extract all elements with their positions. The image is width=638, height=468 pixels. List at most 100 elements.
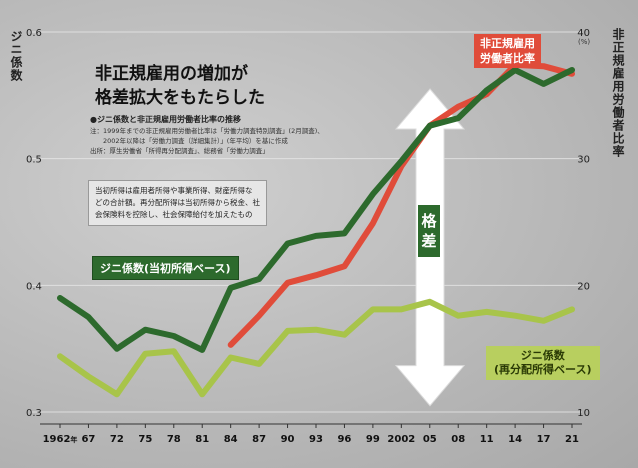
series-gini-initial-point-4 <box>171 333 177 339</box>
series-gini-initial-point-9 <box>313 233 319 239</box>
series-gini-redistributed-point-18 <box>569 306 575 312</box>
series-gini-initial-point-8 <box>285 241 291 247</box>
series-gini-initial-point-5 <box>199 347 205 353</box>
series-nonregular-point-10 <box>341 263 347 269</box>
desc-line-2: どの合計額。再分配所得は当初所得から税金、社 <box>95 198 260 207</box>
label-gini-redistributed-line-1: ジニ係数 <box>520 349 565 362</box>
series-gini-redistributed-point-2 <box>114 391 120 397</box>
x-tick-label-14: 08 <box>451 434 465 445</box>
series-gini-initial-point-0 <box>57 295 63 301</box>
x-tick-label-2: 72 <box>110 434 124 445</box>
x-tick-label-17: 17 <box>537 434 551 445</box>
series-gini-redistributed-point-11 <box>370 306 376 312</box>
x-tick-label-13: 05 <box>423 434 437 445</box>
x-tick-label-12: 2002 <box>387 434 415 445</box>
x-tick-label-3: 75 <box>138 434 152 445</box>
source-notes: 注：1999年までの非正規雇用労働者比率は「労働力調査特別調査」(2月調査)、 … <box>90 126 324 156</box>
series-gini-redistributed-point-10 <box>341 332 347 338</box>
x-tick-label-9: 93 <box>309 434 323 445</box>
note-line-2: 2002年以降は「労働力調査（詳細集計）」(年平均）を基に作成 <box>90 137 288 145</box>
series-gini-initial-point-18 <box>569 67 575 73</box>
x-tick-label-5: 81 <box>195 434 209 445</box>
desc-line-1: 当初所得は雇用者所得や事業所得、財産所得な <box>95 186 253 195</box>
x-tick-label-8: 90 <box>281 434 295 445</box>
series-nonregular-point-17 <box>541 63 547 69</box>
x-tick-label-6: 84 <box>224 434 238 445</box>
series-gini-initial-point-13 <box>427 123 433 129</box>
series-gini-initial-point-12 <box>398 158 404 164</box>
series-gini-initial-point-15 <box>484 87 490 93</box>
series-gini-redistributed-point-17 <box>541 318 547 324</box>
right-axis-unit: (%) <box>578 38 591 46</box>
series-nonregular-point-8 <box>285 280 291 286</box>
series-gini-redistributed-point-3 <box>142 351 148 357</box>
right-tick-label-1: 20 <box>577 281 590 292</box>
definition-box: 当初所得は雇用者所得や事業所得、財産所得な どの合計額。再分配所得は当初所得から… <box>88 180 267 226</box>
chart-subtitle: ●ジニ係数と非正規雇用労働者比率の推移 <box>90 115 241 124</box>
headline: 非正規雇用の増加が 格差拡大をもたらした <box>95 62 265 110</box>
right-tick-label-2: 30 <box>577 155 590 166</box>
note-line-3: 出所：厚生労働省「所得再分配調査」、総務省「労働力調査」 <box>90 147 269 155</box>
series-gini-redistributed-point-8 <box>285 328 291 334</box>
x-tick-label-11: 99 <box>366 434 380 445</box>
series-gini-initial-point-11 <box>370 191 376 197</box>
series-gini-redistributed-point-15 <box>484 309 490 315</box>
gap-label-char-2: 差 <box>421 232 437 250</box>
series-gini-initial-point-3 <box>142 327 148 333</box>
gap-label-char-1: 格 <box>421 212 437 230</box>
series-gini-redistributed-point-7 <box>256 361 262 367</box>
series-gini-redistributed-point-12 <box>398 306 404 312</box>
headline-line-1: 非正規雇用の増加が <box>95 64 248 84</box>
series-gini-initial-point-2 <box>114 346 120 352</box>
x-tick-label-10: 96 <box>337 434 351 445</box>
series-gini-initial-point-14 <box>455 115 461 121</box>
series-gini-initial-point-17 <box>541 81 547 87</box>
note-line-1: 注：1999年までの非正規雇用労働者比率は「労働力調査特別調査」(2月調査)、 <box>90 127 324 135</box>
x-tick-label-15: 11 <box>480 434 494 445</box>
series-gini-redistributed-point-5 <box>199 391 205 397</box>
right-tick-label-0: 10 <box>577 408 590 419</box>
label-nonregular: 非正規雇用 労働者比率 <box>474 34 541 68</box>
label-gini-redistributed-line-2: (再分配所得ベース) <box>494 363 592 376</box>
series-gini-initial-point-16 <box>512 67 518 73</box>
series-nonregular-point-11 <box>370 220 376 226</box>
label-gini-initial: ジニ係数(当初所得ベース) <box>92 256 239 280</box>
x-tick-label-18: 21 <box>565 434 579 445</box>
series-nonregular-point-7 <box>256 313 262 319</box>
left-tick-label-0: 0.3 <box>26 408 42 419</box>
x-tick-label-7: 87 <box>252 434 266 445</box>
series-nonregular-line <box>227 61 575 348</box>
series-gini-redistributed-point-9 <box>313 327 319 333</box>
series-gini-redistributed-point-0 <box>57 353 63 359</box>
series-gini-initial-point-1 <box>85 314 91 320</box>
left-tick-label-2: 0.5 <box>26 155 42 166</box>
series-gini-redistributed-point-16 <box>512 313 518 319</box>
left-tick-label-3: 0.6 <box>26 28 42 39</box>
x-tick-label-0: 1962年 <box>43 434 78 445</box>
series-gini-redistributed-point-4 <box>171 348 177 354</box>
label-gini-redistributed: ジニ係数 (再分配所得ベース) <box>486 346 600 380</box>
right-axis-title: 非正規雇用労働者比率 <box>611 28 625 158</box>
series-gini-initial-point-10 <box>341 230 347 236</box>
series-gini-redistributed-point-1 <box>85 374 91 380</box>
series-gini-initial-point-7 <box>256 276 262 282</box>
desc-line-3: 会保険料を控除し、社会保障給付を加えたもの <box>95 210 253 219</box>
label-nonregular-line-1: 非正規雇用 <box>480 37 535 50</box>
label-nonregular-line-2: 労働者比率 <box>480 52 535 65</box>
left-axis-title: ジニ係数 <box>9 30 23 82</box>
x-tick-label-16: 14 <box>508 434 522 445</box>
series-gini-redistributed-point-14 <box>455 313 461 319</box>
headline-line-2: 格差拡大をもたらした <box>95 88 265 108</box>
gap-label: 格 差 <box>418 205 440 257</box>
x-tick-label-1: 67 <box>81 434 95 445</box>
series-nonregular-point-14 <box>455 104 461 110</box>
series-nonregular-point-9 <box>313 272 319 278</box>
right-tick-label-3: 40 <box>577 28 590 39</box>
x-tick-label-4: 78 <box>167 434 181 445</box>
series-nonregular-point-6 <box>228 342 234 348</box>
series-gini-initial-point-6 <box>228 285 234 291</box>
left-tick-label-1: 0.4 <box>26 281 42 292</box>
series-gini-redistributed-point-13 <box>427 299 433 305</box>
series-gini-redistributed-point-6 <box>228 355 234 361</box>
